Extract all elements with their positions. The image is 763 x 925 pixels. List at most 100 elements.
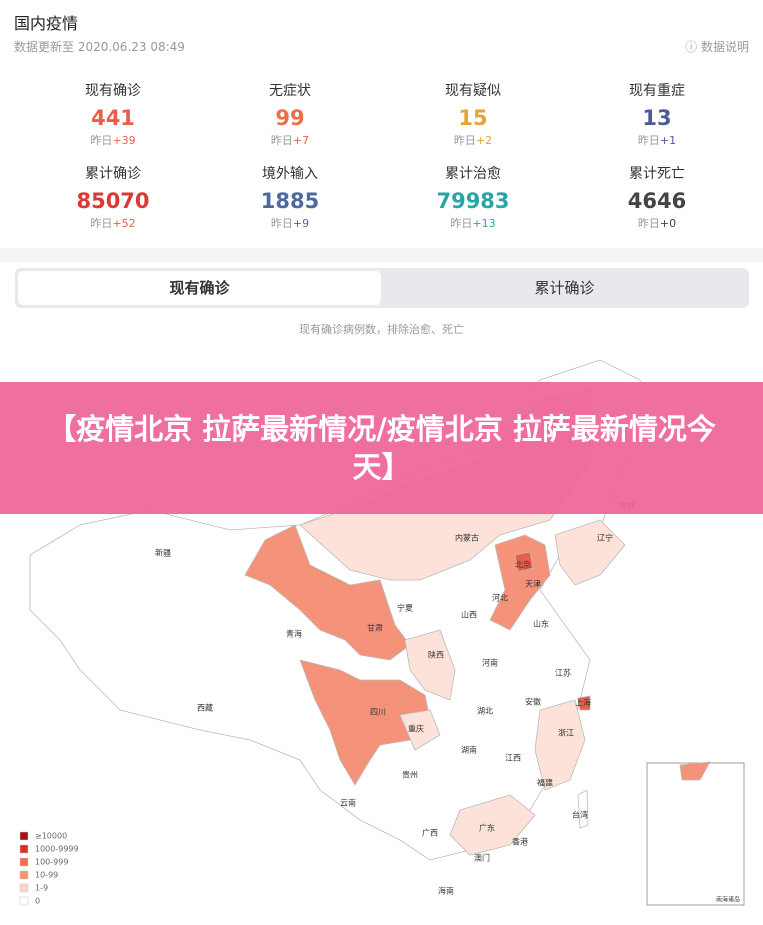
region-sichuan [299, 659, 431, 786]
stat-label: 无症状 [269, 83, 311, 99]
legend-swatch [19, 831, 29, 841]
region-label: 北京 [515, 560, 531, 570]
stat: 境外输入 1885 昨日+9 [205, 163, 375, 231]
stat: 累计治愈 79983 昨日+13 [388, 163, 558, 231]
stat-value: 85070 [76, 189, 150, 213]
legend-label: 10-99 [35, 871, 58, 880]
legend-swatch [19, 896, 29, 906]
delta-label: 昨日 [90, 134, 113, 147]
legend-swatch [19, 883, 29, 893]
legend-label: 1-9 [35, 884, 48, 893]
stat-value: 4646 [627, 189, 687, 213]
stat-label: 累计确诊 [85, 166, 141, 182]
summary-panel: 国内疫情 数据更新至 2020.06.23 08:49 ⓘ 数据说明 现有确诊 4… [0, 0, 763, 248]
stat-delta: 昨日+9 [205, 215, 375, 231]
region-label: 香港 [512, 837, 528, 847]
region-label: 云南 [340, 798, 356, 808]
delta-value: +0 [659, 217, 677, 230]
region-label: 天津 [525, 579, 541, 589]
stat: 累计确诊 85070 昨日+52 [28, 163, 198, 231]
stat: 现有确诊 441 昨日+39 [28, 80, 198, 148]
stat-label: 境外输入 [262, 166, 318, 182]
stat-delta: 昨日+1 [572, 132, 742, 148]
stat-delta: 昨日+0 [572, 215, 742, 231]
region-label: 山西 [461, 610, 477, 620]
region-label: 台湾 [572, 810, 588, 820]
region-label: 甘肃 [367, 623, 383, 633]
stat-value: 15 [458, 106, 488, 130]
stat-label: 累计治愈 [445, 166, 501, 182]
region-label: 浙江 [558, 728, 574, 738]
legend-swatch [19, 844, 29, 854]
region-label: 江西 [505, 754, 521, 763]
delta-value: +39 [112, 134, 136, 147]
stat-label: 现有重症 [629, 83, 685, 99]
help-link[interactable]: ⓘ 数据说明 [685, 40, 749, 54]
stat-label: 现有疑似 [445, 83, 501, 99]
delta-value: +2 [475, 134, 493, 147]
delta-label: 昨日 [270, 217, 293, 230]
delta-value: +52 [112, 217, 136, 230]
delta-value: +13 [472, 217, 496, 230]
stat-delta: 昨日+39 [28, 132, 198, 148]
region-label: 河南 [482, 658, 498, 668]
region-hebei [489, 534, 551, 631]
delta-label: 昨日 [270, 134, 293, 147]
banner-text: 【疫情北京 拉萨最新情况/疫情北京 拉萨最新情况今天】 [47, 412, 716, 484]
region-shaanxi [404, 629, 456, 701]
banner: 【疫情北京 拉萨最新情况/疫情北京 拉萨最新情况今天】 [0, 382, 763, 514]
stat-label: 累计死亡 [629, 166, 685, 182]
region-taiwan [577, 789, 589, 829]
region-label: 上海 [575, 698, 591, 708]
map-note: 现有确诊病例数，排除治愈、死亡 [299, 323, 464, 336]
legend-label: 100-999 [35, 858, 68, 867]
inset-region [679, 761, 711, 781]
legend-label: ≥10000 [35, 832, 67, 841]
region-label: 内蒙古 [455, 533, 479, 543]
region-label: 贵州 [402, 770, 418, 780]
region-shanghai [577, 695, 591, 711]
delta-value: +1 [659, 134, 677, 147]
delta-label: 昨日 [450, 217, 473, 230]
legend-swatch [19, 870, 29, 880]
region-label: 四川 [370, 708, 386, 717]
delta-label: 昨日 [637, 134, 660, 147]
region-guangdong [449, 794, 536, 856]
stat-delta: 昨日+2 [388, 132, 558, 148]
legend-swatch [19, 857, 29, 867]
stat-value: 13 [642, 106, 672, 130]
inset-label: 南海诸岛 [716, 896, 740, 904]
region-labels: 新疆青海西藏甘肃宁夏内蒙古北京天津河北山西山东辽宁吉林陕西河南江苏安徽湖北上海四… [155, 501, 635, 896]
legend-label: 1000-9999 [35, 845, 79, 854]
region-label: 河北 [492, 593, 508, 603]
region-beijing [514, 551, 534, 573]
stat-label: 现有确诊 [85, 83, 141, 99]
stat-delta: 昨日+13 [388, 215, 558, 231]
stat-value: 79983 [436, 189, 510, 213]
region-label: 湖北 [477, 707, 493, 716]
stat-delta: 昨日+52 [28, 215, 198, 231]
help-text[interactable]: 数据说明 [700, 40, 749, 54]
legend: ≥10000 1000-9999 100-999 10-99 1-9 0 [19, 831, 79, 906]
region-label: 广东 [479, 823, 495, 833]
stat: 现有重症 13 昨日+1 [572, 80, 742, 148]
region-label: 安徽 [525, 697, 541, 707]
tab-active[interactable]: 现有确诊 [18, 271, 381, 305]
stat-value: 441 [91, 106, 135, 130]
region-label: 山东 [533, 619, 549, 629]
region-label: 陕西 [428, 650, 444, 660]
tab[interactable]: 累计确诊 [534, 279, 595, 297]
stat-delta: 昨日+7 [205, 132, 375, 148]
region-label: 青海 [286, 629, 302, 639]
legend-label: 0 [35, 897, 40, 906]
stat: 无症状 99 昨日+7 [205, 80, 375, 148]
region-chongqing [399, 709, 441, 751]
region-label: 广西 [422, 828, 438, 838]
inset-frame [646, 762, 745, 906]
delta-label: 昨日 [453, 134, 476, 147]
region-label: 澳门 [474, 853, 490, 863]
delta-value: +9 [292, 217, 310, 230]
stat: 现有疑似 15 昨日+2 [388, 80, 558, 148]
region-east [534, 699, 586, 791]
region-label: 新疆 [155, 548, 171, 558]
